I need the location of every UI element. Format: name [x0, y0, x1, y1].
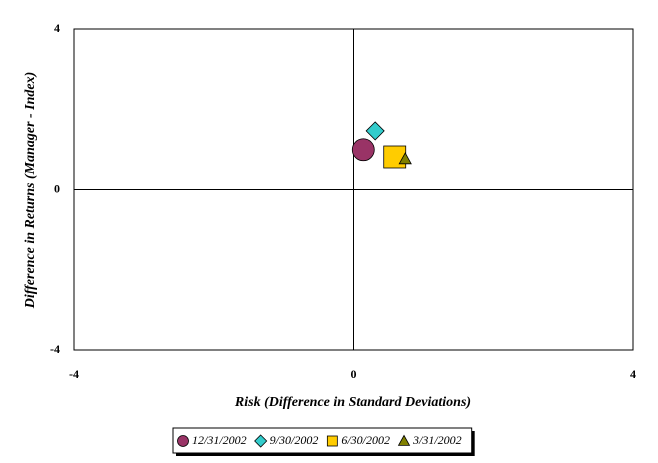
- x-axis-label: Risk (Difference in Standard Deviations): [234, 395, 471, 410]
- marker-square: [383, 145, 407, 169]
- legend-label: 6/30/2002: [341, 433, 390, 447]
- y-axis-label: Difference in Returns (Manager - Index): [23, 72, 38, 310]
- marker-triangle: [397, 434, 411, 446]
- marker-square: [326, 435, 338, 447]
- x-tick-label: -4: [69, 367, 79, 381]
- marker-diamond: [365, 121, 385, 141]
- marker-circle: [351, 138, 375, 162]
- y-tick-label: -4: [50, 342, 60, 356]
- marker-circle: [177, 435, 189, 447]
- legend-label: 3/31/2002: [412, 433, 462, 447]
- legend-label: 9/30/2002: [270, 433, 319, 447]
- legend-box: [172, 427, 473, 454]
- x-tick-label: 0: [351, 367, 357, 381]
- legend-label: 12/31/2002: [192, 433, 247, 447]
- marker-diamond: [254, 434, 268, 448]
- marker-triangle: [398, 152, 412, 165]
- y-tick-label: 4: [54, 21, 60, 35]
- x-tick-label: 4: [630, 367, 636, 381]
- y-tick-label: 0: [54, 181, 60, 195]
- legend: 12/31/2002 9/30/2002 6/30/2002 3/31/2002: [172, 427, 475, 456]
